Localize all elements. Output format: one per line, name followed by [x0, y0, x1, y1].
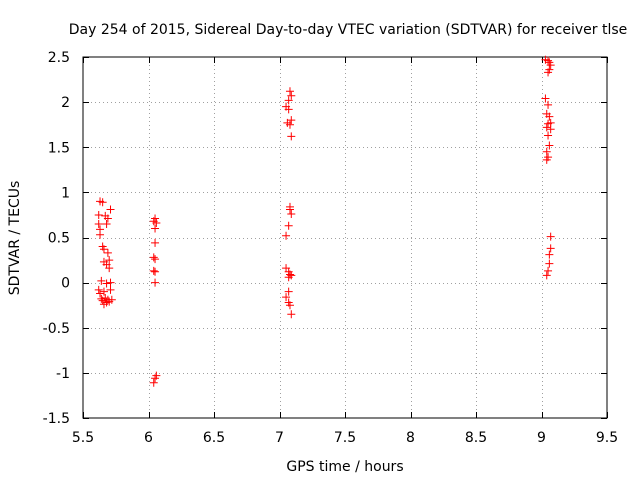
x-tick-labels: 5.5 6 6.5 7 7.5 8 8.5 9 9.5: [72, 430, 618, 446]
data-point: [284, 105, 293, 114]
data-point: [107, 295, 116, 304]
y-tick-label: -1.5: [43, 411, 70, 427]
data-point: [98, 198, 107, 207]
data-point: [545, 141, 554, 150]
y-tick-label: 0: [61, 276, 70, 292]
data-point: [545, 112, 554, 121]
data-point: [151, 224, 160, 233]
y-tick-label: -1: [56, 366, 70, 382]
data-point: [282, 231, 291, 240]
data-point: [284, 287, 293, 296]
data-point: [544, 131, 553, 140]
data-point: [287, 91, 296, 100]
data-point: [151, 214, 160, 223]
data-point: [545, 259, 554, 268]
data-point: [103, 248, 112, 257]
data-point: [102, 279, 111, 288]
data-point: [152, 219, 161, 228]
data-point: [151, 238, 160, 247]
data-point: [94, 219, 103, 228]
axis-ticks: [83, 57, 608, 419]
data-point: [542, 271, 551, 280]
data-point: [542, 123, 551, 132]
data-point: [285, 87, 294, 96]
data-point: [544, 68, 553, 77]
data-point: [151, 374, 160, 383]
data-point: [284, 221, 293, 230]
data-point: [151, 267, 160, 276]
x-tick-label: 7.5: [334, 430, 356, 446]
data-point: [103, 214, 112, 223]
x-tick-label: 7: [275, 430, 284, 446]
data-point: [151, 255, 160, 264]
y-axis-label: SDTVAR / TECUs: [7, 181, 23, 296]
data-point: [106, 285, 115, 294]
data-point: [105, 264, 114, 273]
data-point: [106, 205, 115, 214]
chart-title: Day 254 of 2015, Sidereal Day-to-day VTE…: [69, 22, 628, 38]
data-point: [105, 256, 114, 265]
data-point: [149, 253, 158, 262]
data-point: [544, 100, 553, 109]
x-tick-label: 8: [406, 430, 415, 446]
data-point: [284, 96, 293, 105]
x-tick-label: 9: [537, 430, 546, 446]
data-point: [285, 205, 294, 214]
data-points: [94, 55, 555, 387]
data-point: [544, 56, 553, 65]
x-tick-label: 9.5: [596, 430, 618, 446]
data-point: [545, 250, 554, 259]
data-point: [97, 276, 106, 285]
data-point: [102, 219, 111, 228]
data-point: [99, 245, 108, 254]
data-point: [541, 94, 550, 103]
data-point: [97, 294, 106, 303]
y-tick-label: -0.5: [43, 321, 70, 337]
data-point: [282, 293, 291, 302]
data-point: [151, 278, 160, 287]
x-axis-label: GPS time / hours: [286, 459, 403, 475]
x-tick-label: 5.5: [72, 430, 94, 446]
data-point: [96, 289, 105, 298]
y-tick-label: 0.5: [48, 231, 70, 247]
y-tick-label: 2: [61, 95, 70, 111]
data-point: [99, 287, 108, 296]
data-point: [287, 310, 296, 319]
data-point: [546, 232, 555, 241]
data-point: [285, 120, 294, 129]
data-point: [544, 119, 553, 128]
data-point: [287, 210, 296, 219]
data-point: [544, 266, 553, 275]
y-tick-label: 2.5: [48, 50, 70, 66]
data-point: [546, 244, 555, 253]
data-point: [149, 266, 158, 275]
y-tick-label: 1: [61, 185, 70, 201]
data-point: [284, 273, 293, 282]
y-tick-label: 1.5: [48, 140, 70, 156]
data-point: [106, 278, 115, 287]
data-point: [542, 155, 551, 164]
data-point: [546, 125, 555, 134]
data-point: [94, 210, 103, 219]
x-tick-label: 8.5: [465, 430, 487, 446]
x-tick-label: 6.5: [203, 430, 225, 446]
data-point: [542, 147, 551, 156]
data-point: [94, 285, 103, 294]
data-point: [287, 132, 296, 141]
data-point: [149, 378, 158, 387]
grid: [83, 57, 607, 418]
data-point: [546, 61, 555, 70]
data-point: [285, 301, 294, 310]
x-tick-label: 6: [144, 430, 153, 446]
y-tick-labels: -1.5 -1 -0.5 0 0.5 1 1.5 2 2.5: [43, 50, 70, 427]
data-point: [96, 230, 105, 239]
data-point: [99, 300, 108, 309]
